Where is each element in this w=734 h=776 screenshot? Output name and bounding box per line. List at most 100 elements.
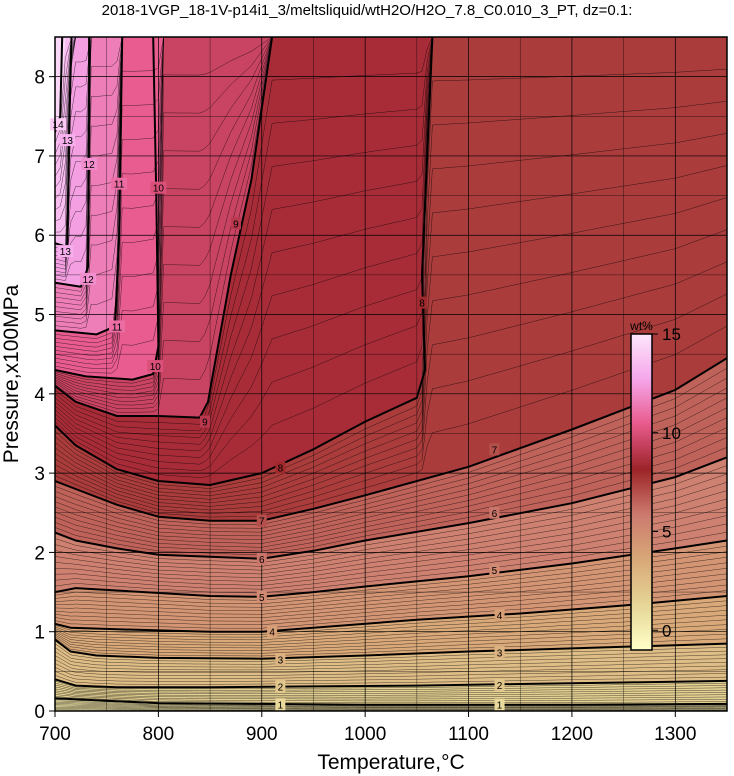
contour-band <box>55 639 727 688</box>
colorbar-gradient <box>630 333 653 651</box>
contour-line-1 <box>55 697 727 706</box>
contour-label: 14 <box>50 118 67 131</box>
contour-label-text: 7 <box>492 445 498 456</box>
contour-label: 5 <box>256 590 267 604</box>
contour-label: 10 <box>147 360 164 373</box>
minor-contour-line <box>55 706 727 710</box>
x-axis-label: Temperature,°C <box>317 751 464 774</box>
minor-contour-line <box>55 523 727 590</box>
contour-label: 7 <box>489 443 500 456</box>
contour-label-bg <box>489 563 500 576</box>
contour-label: 8 <box>417 296 428 310</box>
minor-contour-line <box>55 637 727 657</box>
minor-contour-line <box>55 568 727 615</box>
minor-contour-line <box>55 703 727 708</box>
contour-line-6 <box>55 456 727 560</box>
contour-label-text: 11 <box>114 180 125 191</box>
contour-line-12 <box>55 37 91 288</box>
minor-contour-line <box>55 37 727 409</box>
minor-contour-line <box>55 387 727 533</box>
minor-contour-line <box>55 651 727 668</box>
contour-label: 2 <box>494 678 505 692</box>
minor-contour-line <box>55 614 727 643</box>
contour-line-7 <box>55 357 727 522</box>
contour-line-4 <box>55 595 727 633</box>
minor-contour-line <box>55 261 727 511</box>
contour-label-text: 5 <box>492 566 498 577</box>
y-axis: 0 1 2 3 4 5 6 7 8 <box>34 68 55 723</box>
minor-contour-line <box>55 506 727 582</box>
contour-label-text: 5 <box>259 593 265 604</box>
contour-label-bg <box>275 461 286 474</box>
minor-contour-line <box>55 367 727 525</box>
contour-label-bg <box>489 506 500 519</box>
x-tick-label: 900 <box>246 724 278 745</box>
contour-label: 8 <box>275 461 286 475</box>
minor-contour-line <box>55 584 727 625</box>
contour-label-bg <box>50 118 67 131</box>
minor-contour-line <box>55 37 727 413</box>
minor-contour-line <box>55 663 727 676</box>
contour-label: 9 <box>230 217 241 230</box>
minor-contour-line <box>55 37 727 438</box>
contour-label-text: 12 <box>83 275 95 286</box>
minor-contour-line <box>55 498 727 579</box>
minor-contour-line <box>55 579 727 622</box>
minor-contour-line <box>55 692 727 700</box>
contour-label-text: 6 <box>492 509 498 520</box>
grid-layer <box>55 37 727 711</box>
contour-line-10 <box>55 37 160 381</box>
contour-label-text: 3 <box>278 655 284 666</box>
colorbar: wt% 0 5 10 15 <box>629 319 681 651</box>
contour-label-bg <box>230 217 241 230</box>
minor-contour-line <box>55 682 727 691</box>
minor-contour-line <box>55 377 727 529</box>
contour-label: 4 <box>494 609 505 622</box>
y-tick-label: 8 <box>34 68 45 89</box>
minor-contour-line <box>55 700 727 707</box>
contour-label-bg <box>256 590 267 603</box>
contour-label: 12 <box>81 157 98 171</box>
minor-contour-line <box>55 515 727 586</box>
minor-contour-line <box>55 37 727 384</box>
minor-contour-line <box>55 473 727 567</box>
contour-label-text: 6 <box>259 555 265 566</box>
contour-label-bg <box>81 157 98 170</box>
contour-label-text: 3 <box>497 648 503 659</box>
minor-contour-line <box>55 37 727 432</box>
y-tick-label: 7 <box>34 147 45 168</box>
minor-contour-layer <box>55 37 727 711</box>
contour-label-text: 11 <box>112 322 123 333</box>
colorbar-unit: wt% <box>629 319 653 333</box>
y-tick-label: 2 <box>34 543 45 564</box>
y-tick-label: 3 <box>34 464 45 485</box>
minor-contour-line <box>55 675 727 685</box>
contour-label: 11 <box>111 177 128 191</box>
contour-label-text: 9 <box>202 418 208 429</box>
colorbar-tick-label: 5 <box>662 523 671 542</box>
contour-label-text: 2 <box>497 681 503 692</box>
minor-contour-line <box>55 133 727 496</box>
contour-label: 6 <box>256 552 267 566</box>
y-tick-label: 4 <box>34 385 45 406</box>
minor-contour-line <box>55 100 727 493</box>
contour-label: 5 <box>489 563 500 577</box>
contour-band <box>55 540 727 632</box>
minor-contour-line <box>55 37 727 445</box>
contour-band <box>55 37 727 418</box>
y-axis-label: Pressure,x100MPa <box>0 284 23 463</box>
contour-band <box>55 457 727 597</box>
minor-contour-line <box>55 490 727 575</box>
x-axis: 700 800 900 1000 1100 1200 1300 <box>39 711 696 745</box>
contour-band <box>55 37 727 521</box>
contour-label: 9 <box>199 415 210 429</box>
x-tick-label: 1200 <box>551 724 593 745</box>
contour-label-text: 1 <box>278 701 284 712</box>
contour-label-bg <box>150 181 167 194</box>
minor-contour-line <box>55 684 727 693</box>
contour-label: 13 <box>57 245 74 258</box>
minor-contour-line <box>55 556 727 608</box>
contour-label-bg <box>417 296 428 309</box>
contour-label-bg <box>275 698 286 711</box>
